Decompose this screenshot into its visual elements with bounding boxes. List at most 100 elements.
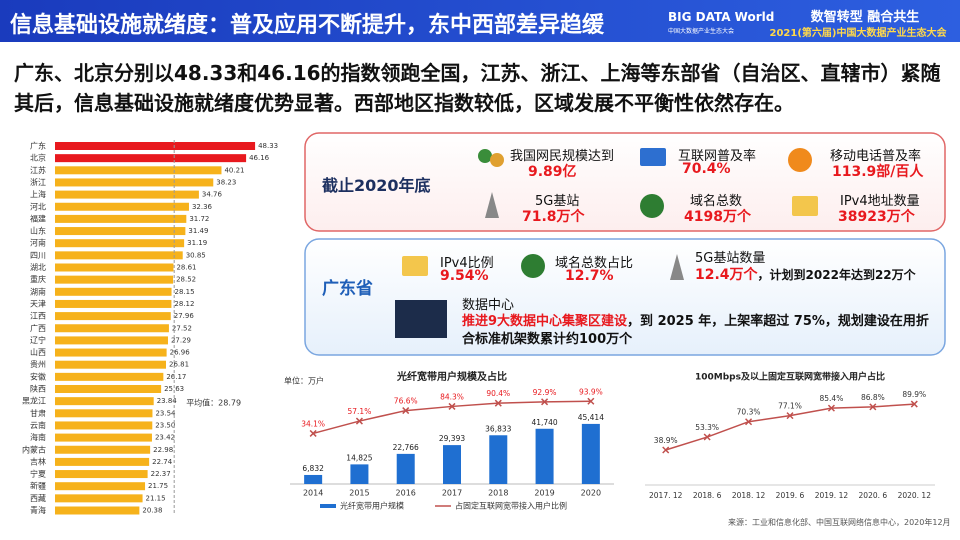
category-label: 辽宁 [30, 335, 46, 345]
point [402, 407, 410, 415]
x-tick-label: 2018. 12 [732, 491, 766, 500]
stat-label: 我国网民规模达到 [510, 149, 615, 164]
value-label: 90.4% [486, 389, 510, 398]
value-label: 26.96 [170, 349, 191, 357]
point [869, 403, 877, 411]
category-label: 重庆 [30, 274, 46, 284]
category-label: 安徽 [30, 371, 46, 381]
category-label: 西藏 [30, 493, 46, 503]
bar [55, 336, 168, 345]
highlight: 推进9大数据中心集聚区建设 [462, 314, 628, 329]
value-label: 36,833 [485, 424, 511, 433]
point [541, 398, 549, 406]
stat-value: 9.89亿 [528, 164, 577, 180]
category-label: 广东 [30, 141, 46, 151]
category-label: 广西 [30, 323, 46, 333]
point [662, 446, 670, 454]
value-label: 22,766 [393, 443, 419, 452]
value-label: 23.42 [155, 434, 175, 442]
box-title: 广东省 [322, 279, 373, 299]
icons [395, 148, 818, 338]
value-label: 23.54 [155, 409, 176, 417]
value-label: 28.61 [176, 264, 196, 272]
box-title: 截止2020年底 [322, 176, 431, 195]
stat-label: 移动电话普及率 [830, 149, 922, 164]
chart-title: 光纤宽带用户规模及占比 [396, 370, 507, 383]
stat-note: ，计划到2022年达到22万个 [757, 268, 916, 282]
bar [55, 470, 148, 479]
x-tick-label: 2019. 6 [776, 491, 805, 500]
value-label: 32.36 [192, 203, 213, 211]
category-label: 天津 [30, 298, 46, 308]
point [745, 418, 753, 426]
category-label: 青海 [30, 505, 46, 515]
point [786, 412, 794, 420]
bar [443, 445, 461, 484]
value-label: 28.52 [176, 276, 196, 284]
bar [55, 397, 154, 406]
icon [485, 192, 499, 218]
category-label: 湖北 [30, 263, 46, 272]
x-tick-label: 2019. 12 [815, 491, 849, 500]
stat-label: 5G基站数量 [695, 251, 766, 266]
x-tick-label: 2020. 12 [898, 491, 932, 500]
category-label: 河北 [30, 201, 46, 211]
point [448, 402, 456, 410]
bar [55, 312, 171, 321]
icon [788, 148, 812, 172]
category-label: 云南 [30, 420, 46, 430]
value-label: 31.49 [188, 227, 208, 235]
average-label: 平均值：28.79 [186, 398, 241, 408]
stat-value: 12.4万个 [695, 267, 758, 283]
value-label: 27.96 [174, 312, 195, 320]
value-label: 89.9% [902, 390, 926, 399]
bar [55, 506, 140, 515]
x-tick-label: 2018 [488, 489, 508, 498]
icon [640, 148, 666, 166]
x-tick-label: 2015 [349, 489, 369, 498]
value-label: 45,414 [578, 413, 604, 422]
point [587, 397, 595, 405]
event: 2021(第六届)中国大数据产业生态大会 [769, 28, 947, 39]
x-tick-label: 2014 [303, 489, 323, 498]
category-label: 山西 [30, 347, 46, 357]
value-label: 21.75 [148, 482, 168, 490]
value-label: 48.33 [258, 142, 278, 150]
value-label: 26.17 [166, 373, 186, 381]
category-label: 甘肃 [30, 408, 46, 418]
stat-value: 4198万个 [684, 209, 751, 225]
value-label: 27.29 [171, 336, 191, 344]
stat-label: 域名总数占比 [555, 256, 634, 271]
icon [521, 254, 545, 278]
x-tick-label: 2020. 6 [859, 491, 888, 500]
stat-label: IPv4地址数量 [840, 194, 920, 209]
category-label: 湖南 [30, 286, 46, 296]
summary: 广东、北京分别以48.33和46.16的指数领跑全国，江苏、浙江、上海等东部省（… [14, 61, 941, 115]
datacenter-text: 推进9大数据中心集聚区建设，到 2025 年，上架率超过 75%，规划建设在用折… [462, 313, 932, 349]
value-label: 27.52 [172, 324, 192, 332]
x-tick-label: 2016 [396, 489, 416, 498]
unit-label: 单位：万户 [284, 376, 324, 386]
stat-label: 域名总数 [690, 194, 743, 209]
title: 信息基础设施就绪度：普及应用不断提升，东中西部差异趋缓 [10, 13, 605, 38]
value-label: 41,740 [531, 418, 557, 427]
icon [395, 300, 447, 338]
bar [55, 287, 172, 296]
bar [304, 474, 323, 484]
icon [490, 153, 504, 167]
bar [581, 423, 600, 484]
x-tick-label: 2017. 12 [649, 491, 683, 500]
value-label: 14,825 [346, 453, 372, 462]
value-label: 38.9% [654, 436, 678, 445]
category-label: 黑龙江 [22, 396, 46, 406]
header-band [0, 0, 960, 42]
value-label: 20.38 [142, 507, 162, 515]
stat-value: 12.7% [565, 268, 614, 284]
bar [55, 178, 214, 187]
text: ，到 2025 年，上架率超过 75%，规划建设在用折合标准机架数累计约100万… [462, 314, 929, 347]
value-label: 57.1% [348, 407, 372, 416]
category-label: 浙江 [30, 177, 46, 187]
legend-label: 光纤宽带用户规模 [340, 501, 404, 511]
value-label: 6,832 [302, 464, 324, 473]
